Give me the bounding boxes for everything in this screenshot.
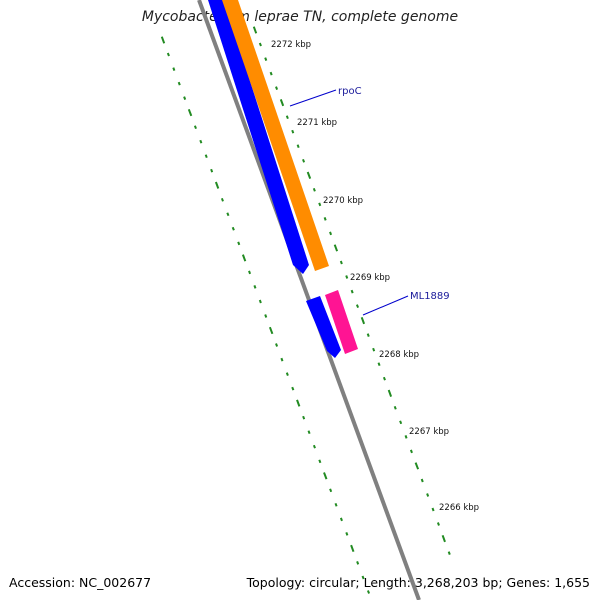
gc-content-mark [275,343,279,347]
gc-content-mark [291,386,295,391]
gc-content-mark [345,532,349,536]
gc-content-mark [220,197,224,202]
gc-content-mark [409,449,413,454]
gc-content-mark [252,26,258,34]
rpoC-label-connector [289,89,337,107]
tick-label-2271: 2271 kbp [297,118,337,128]
gc-content-mark [360,316,366,325]
gc-content-mark [318,459,322,464]
ML1889-label-connector [362,295,409,316]
gc-content-mark [237,241,241,246]
gc-content-mark [226,212,230,217]
gc-content-mark [279,99,285,107]
gc-content-mark [285,372,289,376]
gc-content-mark [306,171,312,179]
gc-content-track-outer [252,26,451,555]
gc-content-mark [355,304,360,308]
tick-label-2268: 2268 kbp [379,350,419,360]
gc-content-mark [187,108,193,117]
gc-content-mark [323,472,328,480]
gc-content-mark [248,270,252,275]
gc-content-mark [366,590,371,594]
gc-content-mark [441,534,446,543]
gc-content-mark [420,478,424,483]
gc-content-mark [333,244,339,252]
tick-label-2272: 2272 kbp [271,40,311,50]
gc-content-mark [318,202,322,207]
tick-label-2267: 2267 kbp [409,427,449,437]
accession-text: Accession: NC_002677 [9,575,152,590]
tick-label-2266: 2266 kbp [439,503,479,513]
gc-content-mark [296,144,300,149]
gc-content-mark [275,86,279,90]
tick-label-2269: 2269 kbp [350,273,390,283]
gc-content-mark [350,289,354,294]
gc-content-mark [269,71,273,76]
gc-content-mark [366,333,370,337]
gc-content-mark [210,168,214,173]
gc-content-mark [214,181,220,189]
gc-content-mark [339,260,343,265]
gc-content-mark [307,430,311,435]
gc-content-mark [382,376,386,381]
gc-content-mark [334,502,338,507]
gc-content-mark [183,96,187,100]
gc-content-mark [302,415,306,420]
gc-content-mark [268,326,274,335]
gc-content-mark [193,125,197,130]
gc-content-mark [414,462,420,470]
gc-content-mark [291,129,295,134]
gc-content-mark [361,575,365,580]
gc-content-mark [431,507,435,512]
gc-content-mark [345,275,349,279]
cds-feature-reverse-2 [306,296,341,358]
gene-ML1889 [325,290,358,354]
gc-content-mark [393,405,397,410]
gc-content-mark [302,158,306,163]
gc-content-mark [436,522,440,526]
gc-content-mark [285,115,289,120]
gc-content-mark [323,217,327,221]
gc-content-mark [280,357,284,362]
gc-content-mark [312,187,316,192]
gc-content-mark [231,226,235,231]
gene-label-ML1889: ML1889 [410,291,450,302]
gc-content-mark [404,435,408,439]
gene-rpoC [222,0,329,271]
gc-content-mark [241,254,247,262]
gc-content-mark [166,52,170,57]
gc-content-mark [177,81,181,86]
genome-summary-text: Topology: circular; Length: 3,268,203 bp… [246,575,590,590]
gc-content-mark [258,42,262,47]
tick-label-2270: 2270 kbp [323,196,363,206]
gc-content-mark [447,551,451,555]
gc-content-mark [329,488,333,493]
gc-content-mark [426,493,430,497]
cds-feature-reverse-1 [208,0,309,274]
gc-content-mark [172,67,176,71]
gc-content-track-inner [160,36,371,594]
gc-content-mark [356,561,360,565]
gc-content-mark [264,314,268,318]
gc-content-mark [312,444,316,449]
gc-content-mark [377,362,381,367]
gene-label-rpoC: rpoC [338,86,362,97]
gc-content-mark [160,36,166,44]
gc-content-mark [350,544,355,553]
gc-content-mark [199,139,203,144]
gc-content-mark [204,154,208,159]
gc-content-mark [258,299,262,304]
gc-content-mark [296,399,301,407]
gc-content-mark [387,389,393,397]
gc-content-mark [264,57,268,61]
gc-content-mark [399,420,403,425]
gc-content-mark [339,517,343,522]
gc-content-mark [329,231,333,236]
gc-content-mark [253,285,257,289]
gc-content-mark [372,347,376,352]
